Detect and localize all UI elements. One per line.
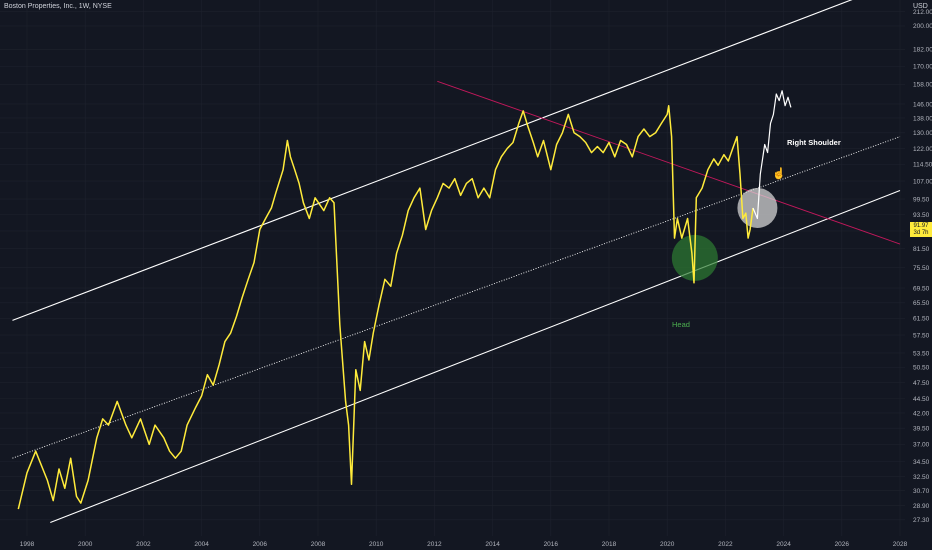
y-tick-label: 44.50 xyxy=(913,396,930,403)
channel-line-lower xyxy=(50,189,901,524)
projection-series-line xyxy=(752,90,792,220)
symbol-title: Boston Properties, Inc., 1W, NYSE xyxy=(4,3,112,10)
y-tick-label: 69.50 xyxy=(913,285,930,292)
y-tick-label: 61.50 xyxy=(913,316,930,323)
y-tick-label: 37.00 xyxy=(913,442,930,449)
x-tick-label: 2004 xyxy=(194,541,209,548)
series-layer xyxy=(17,90,792,510)
x-tick-label: 2000 xyxy=(78,541,93,548)
x-tick-label: 2006 xyxy=(253,541,268,548)
x-tick-label: 2002 xyxy=(136,541,151,548)
y-tick-label: 27.30 xyxy=(913,517,930,524)
x-tick-label: 2016 xyxy=(544,541,559,548)
y-tick-label: 57.50 xyxy=(913,332,930,339)
y-axis: 27.30 28.90 30.70 32.50 34.50 37.00 39.50 42.00… xyxy=(906,0,932,550)
y-tick-label: 39.50 xyxy=(913,425,930,432)
y-tick-label: 30.70 xyxy=(913,488,930,495)
y-axis-panel xyxy=(906,0,932,550)
marker-layer xyxy=(671,187,778,281)
bar-countdown: 3d 7h xyxy=(913,229,929,236)
y-tick-label: 212.00 xyxy=(913,9,932,16)
y-tick-label: 122.00 xyxy=(913,146,932,153)
x-tick-label: 2020 xyxy=(660,541,675,548)
last-price-tag: 91.97 3d 7h xyxy=(910,222,932,237)
y-tick-label: 93.50 xyxy=(913,212,930,219)
y-tick-label: 53.50 xyxy=(913,350,930,357)
resistance-line xyxy=(437,80,901,245)
y-tick-label: 50.50 xyxy=(913,365,930,372)
y-tick-label: 81.50 xyxy=(913,246,930,253)
channel-line-upper xyxy=(12,0,853,321)
x-tick-label: 2010 xyxy=(369,541,384,548)
x-axis: 1998 2000 2002 2004 2006 2008 2010 2012 2014 2016… xyxy=(0,537,932,550)
hand-cursor-icon: ☝ xyxy=(772,168,786,180)
y-tick-label: 32.50 xyxy=(913,474,930,481)
y-tick-label: 146.00 xyxy=(913,101,932,108)
y-tick-label: 138.00 xyxy=(913,115,932,122)
x-tick-label: 2026 xyxy=(835,541,850,548)
x-tick-label: 2024 xyxy=(776,541,791,548)
y-tick-label: 107.00 xyxy=(913,178,932,185)
right-shoulder-label: Right Shoulder xyxy=(787,138,841,147)
y-tick-label: 47.50 xyxy=(913,380,930,387)
x-tick-label: 2028 xyxy=(893,541,908,548)
grid-layer xyxy=(0,0,905,536)
y-tick-label: 130.00 xyxy=(913,130,932,137)
y-tick-label: 200.00 xyxy=(913,23,932,30)
channel-layer xyxy=(12,0,901,524)
price-series-line xyxy=(17,104,754,510)
y-tick-label: 75.50 xyxy=(913,265,930,272)
x-tick-label: 2012 xyxy=(427,541,442,548)
y-tick-label: 42.00 xyxy=(913,410,930,417)
last-price-value: 91.97 xyxy=(913,222,929,229)
x-tick-label: 2022 xyxy=(718,541,733,548)
x-tick-label: 1998 xyxy=(20,541,35,548)
y-tick-label: 182.00 xyxy=(913,47,932,54)
y-tick-label: 114.50 xyxy=(913,162,932,169)
y-tick-label: 158.00 xyxy=(913,82,932,89)
currency-label: USD xyxy=(913,3,928,10)
right-shoulder-marker xyxy=(737,187,778,228)
y-tick-label: 99.50 xyxy=(913,196,930,203)
y-tick-label: 65.50 xyxy=(913,300,930,307)
y-tick-label: 34.50 xyxy=(913,459,930,466)
head-label: Head xyxy=(672,320,690,329)
x-tick-label: 2008 xyxy=(311,541,326,548)
x-tick-label: 2014 xyxy=(485,541,500,548)
x-axis-panel xyxy=(0,537,932,550)
y-tick-label: 28.90 xyxy=(913,503,930,510)
x-tick-label: 2018 xyxy=(602,541,617,548)
y-tick-label: 170.00 xyxy=(913,64,932,71)
